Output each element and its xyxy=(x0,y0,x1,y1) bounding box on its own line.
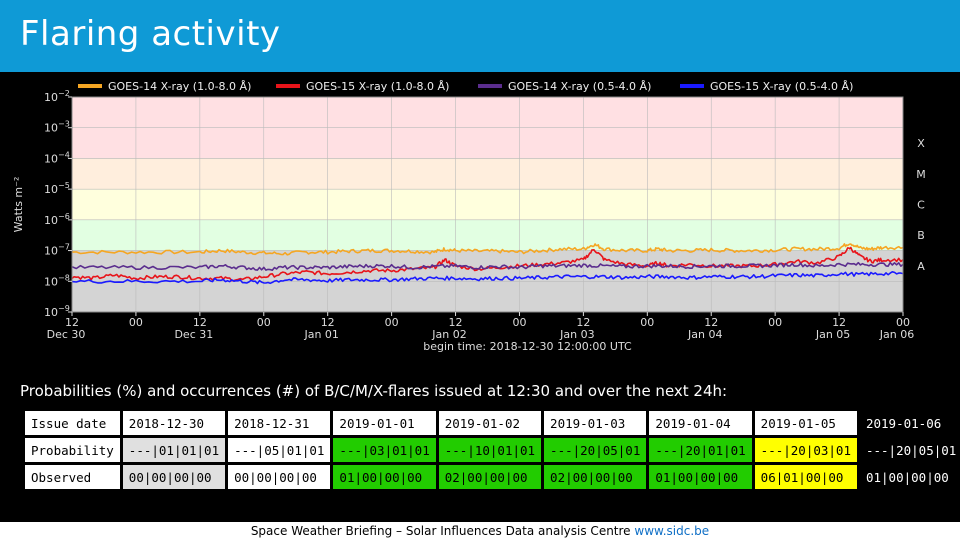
table-cell: 01|00|00|00 xyxy=(649,465,752,489)
table-cell: 2018-12-30 xyxy=(122,411,226,435)
x-tick-date: Jan 04 xyxy=(687,328,722,341)
table-cell: 02|00|00|00 xyxy=(544,465,647,489)
xray-flux-plot: GOES-14 X-ray (1.0-8.0 Å) GOES-15 X-ray (… xyxy=(0,72,960,362)
y-tick-exponent: −8 xyxy=(58,273,70,282)
legend-label-2: GOES-14 X-ray (0.5-4.0 Å) xyxy=(508,80,651,93)
plot-frame xyxy=(71,96,904,313)
y-tick-label: 10 xyxy=(44,306,58,319)
x-tick-label: 12 xyxy=(321,316,335,329)
footer: Space Weather Briefing – Solar Influence… xyxy=(0,522,960,540)
y-tick-exponent: −2 xyxy=(58,89,70,98)
table-cell: ---|20|03|01 xyxy=(754,438,857,462)
table-row: Issue date 2018-12-30 2018-12-31 2019-01-01… xyxy=(25,411,960,435)
row-header: Issue date xyxy=(25,411,120,435)
table-cell: 2019-01-02 xyxy=(438,411,542,435)
x-tick-date: Jan 06 xyxy=(879,328,914,341)
flare-class-label-c: C xyxy=(917,199,925,212)
legend-label-1: GOES-15 X-ray (1.0-8.0 Å) xyxy=(306,80,449,93)
footer-text: Space Weather Briefing – Solar Influence… xyxy=(250,524,631,538)
series-line-2 xyxy=(71,261,904,271)
table-cell: ---|20|01|01 xyxy=(649,438,752,462)
x-tick-label: 00 xyxy=(129,316,143,329)
table-cell: 01|00|00|00 xyxy=(333,465,436,489)
table-cell: 06|01|00|00 xyxy=(754,465,857,489)
table-cell: ---|20|05|01 xyxy=(544,438,647,462)
table-cell: ---|20|05|01 xyxy=(859,438,960,462)
table-cell: 2019-01-06 xyxy=(859,411,960,435)
y-tick-exponent: −3 xyxy=(58,120,70,129)
flare-class-label-m: M xyxy=(916,168,926,181)
x-tick-label: 00 xyxy=(640,316,654,329)
table-cell: 00|00|00|00 xyxy=(122,465,226,489)
flare-class-label-x: X xyxy=(917,137,925,150)
row-header: Observed xyxy=(25,465,120,489)
table-row: Observed 00|00|00|00 00|00|00|00 01|00|00|0… xyxy=(25,465,960,489)
footer-link[interactable]: www.sidc.be xyxy=(634,524,710,538)
series-line-0 xyxy=(71,243,904,256)
y-axis-label: Watts m⁻² xyxy=(12,177,25,233)
table-cell: ---|01|01|01 xyxy=(122,438,226,462)
table-cell: 2019-01-04 xyxy=(649,411,752,435)
x-tick-date: Dec 30 xyxy=(47,328,86,341)
legend-label-3: GOES-15 X-ray (0.5-4.0 Å) xyxy=(710,80,853,93)
flare-class-label-b: B xyxy=(917,229,925,242)
flare-probability-table: Issue date 2018-12-30 2018-12-31 2019-01-01… xyxy=(22,408,960,492)
x-tick-label: 12 xyxy=(65,316,79,329)
x-tick-label: 00 xyxy=(385,316,399,329)
x-tick-label: 12 xyxy=(704,316,718,329)
table-cell: 02|00|00|00 xyxy=(438,465,542,489)
table-cell: 2019-01-05 xyxy=(754,411,857,435)
xray-flux-chart: GOES-14 X-ray (1.0-8.0 Å) GOES-15 X-ray (… xyxy=(0,72,960,362)
y-tick-exponent: −9 xyxy=(58,304,70,313)
flare-band-c xyxy=(72,189,903,220)
flare-class-label-a: A xyxy=(917,260,925,273)
x-tick-label: 12 xyxy=(449,316,463,329)
y-tick-label: 10 xyxy=(44,122,58,135)
x-tick-date: Jan 02 xyxy=(431,328,466,341)
x-axis-label: begin time: 2018-12-30 12:00:00 UTC xyxy=(423,340,632,353)
probability-caption: Probabilities (%) and occurrences (#) of… xyxy=(20,382,728,400)
x-tick-label: 12 xyxy=(832,316,846,329)
y-tick-label: 10 xyxy=(44,91,58,104)
flare-band-b xyxy=(72,219,903,251)
y-tick-exponent: −6 xyxy=(58,212,70,221)
y-tick-label: 10 xyxy=(44,275,58,288)
x-tick-label: 00 xyxy=(257,316,271,329)
table-cell: ---|10|01|01 xyxy=(438,438,542,462)
flare-band-m xyxy=(72,158,903,190)
slide-title: Flaring activity xyxy=(20,14,281,54)
y-tick-label: 10 xyxy=(44,183,58,196)
y-tick-exponent: −5 xyxy=(58,181,70,190)
table-row: Probability ---|01|01|01 ---|05|01|01 ---|0… xyxy=(25,438,960,462)
table-cell: 2018-12-31 xyxy=(228,411,331,435)
table-cell: 00|00|00|00 xyxy=(228,465,331,489)
series-line-3 xyxy=(71,271,904,285)
x-tick-date: Dec 31 xyxy=(174,328,213,341)
y-tick-label: 10 xyxy=(44,152,58,165)
y-tick-exponent: −4 xyxy=(58,150,70,159)
title-bar: Flaring activity xyxy=(0,0,960,72)
x-tick-label: 00 xyxy=(768,316,782,329)
table-cell: ---|05|01|01 xyxy=(228,438,331,462)
table-cell: 2019-01-01 xyxy=(333,411,436,435)
y-tick-label: 10 xyxy=(44,245,58,258)
x-tick-date: Jan 01 xyxy=(303,328,338,341)
x-tick-label: 12 xyxy=(576,316,590,329)
y-tick-label: 10 xyxy=(44,214,58,227)
table-cell: ---|03|01|01 xyxy=(333,438,436,462)
x-tick-date: Jan 05 xyxy=(815,328,850,341)
x-tick-label: 00 xyxy=(512,316,526,329)
y-tick-exponent: −7 xyxy=(58,243,70,252)
row-header: Probability xyxy=(25,438,120,462)
legend-label-0: GOES-14 X-ray (1.0-8.0 Å) xyxy=(108,80,251,93)
table-cell: 2019-01-03 xyxy=(544,411,647,435)
x-tick-label: 00 xyxy=(896,316,910,329)
x-tick-date: Jan 03 xyxy=(559,328,594,341)
table-cell: 01|00|00|00 xyxy=(859,465,960,489)
x-tick-label: 12 xyxy=(193,316,207,329)
